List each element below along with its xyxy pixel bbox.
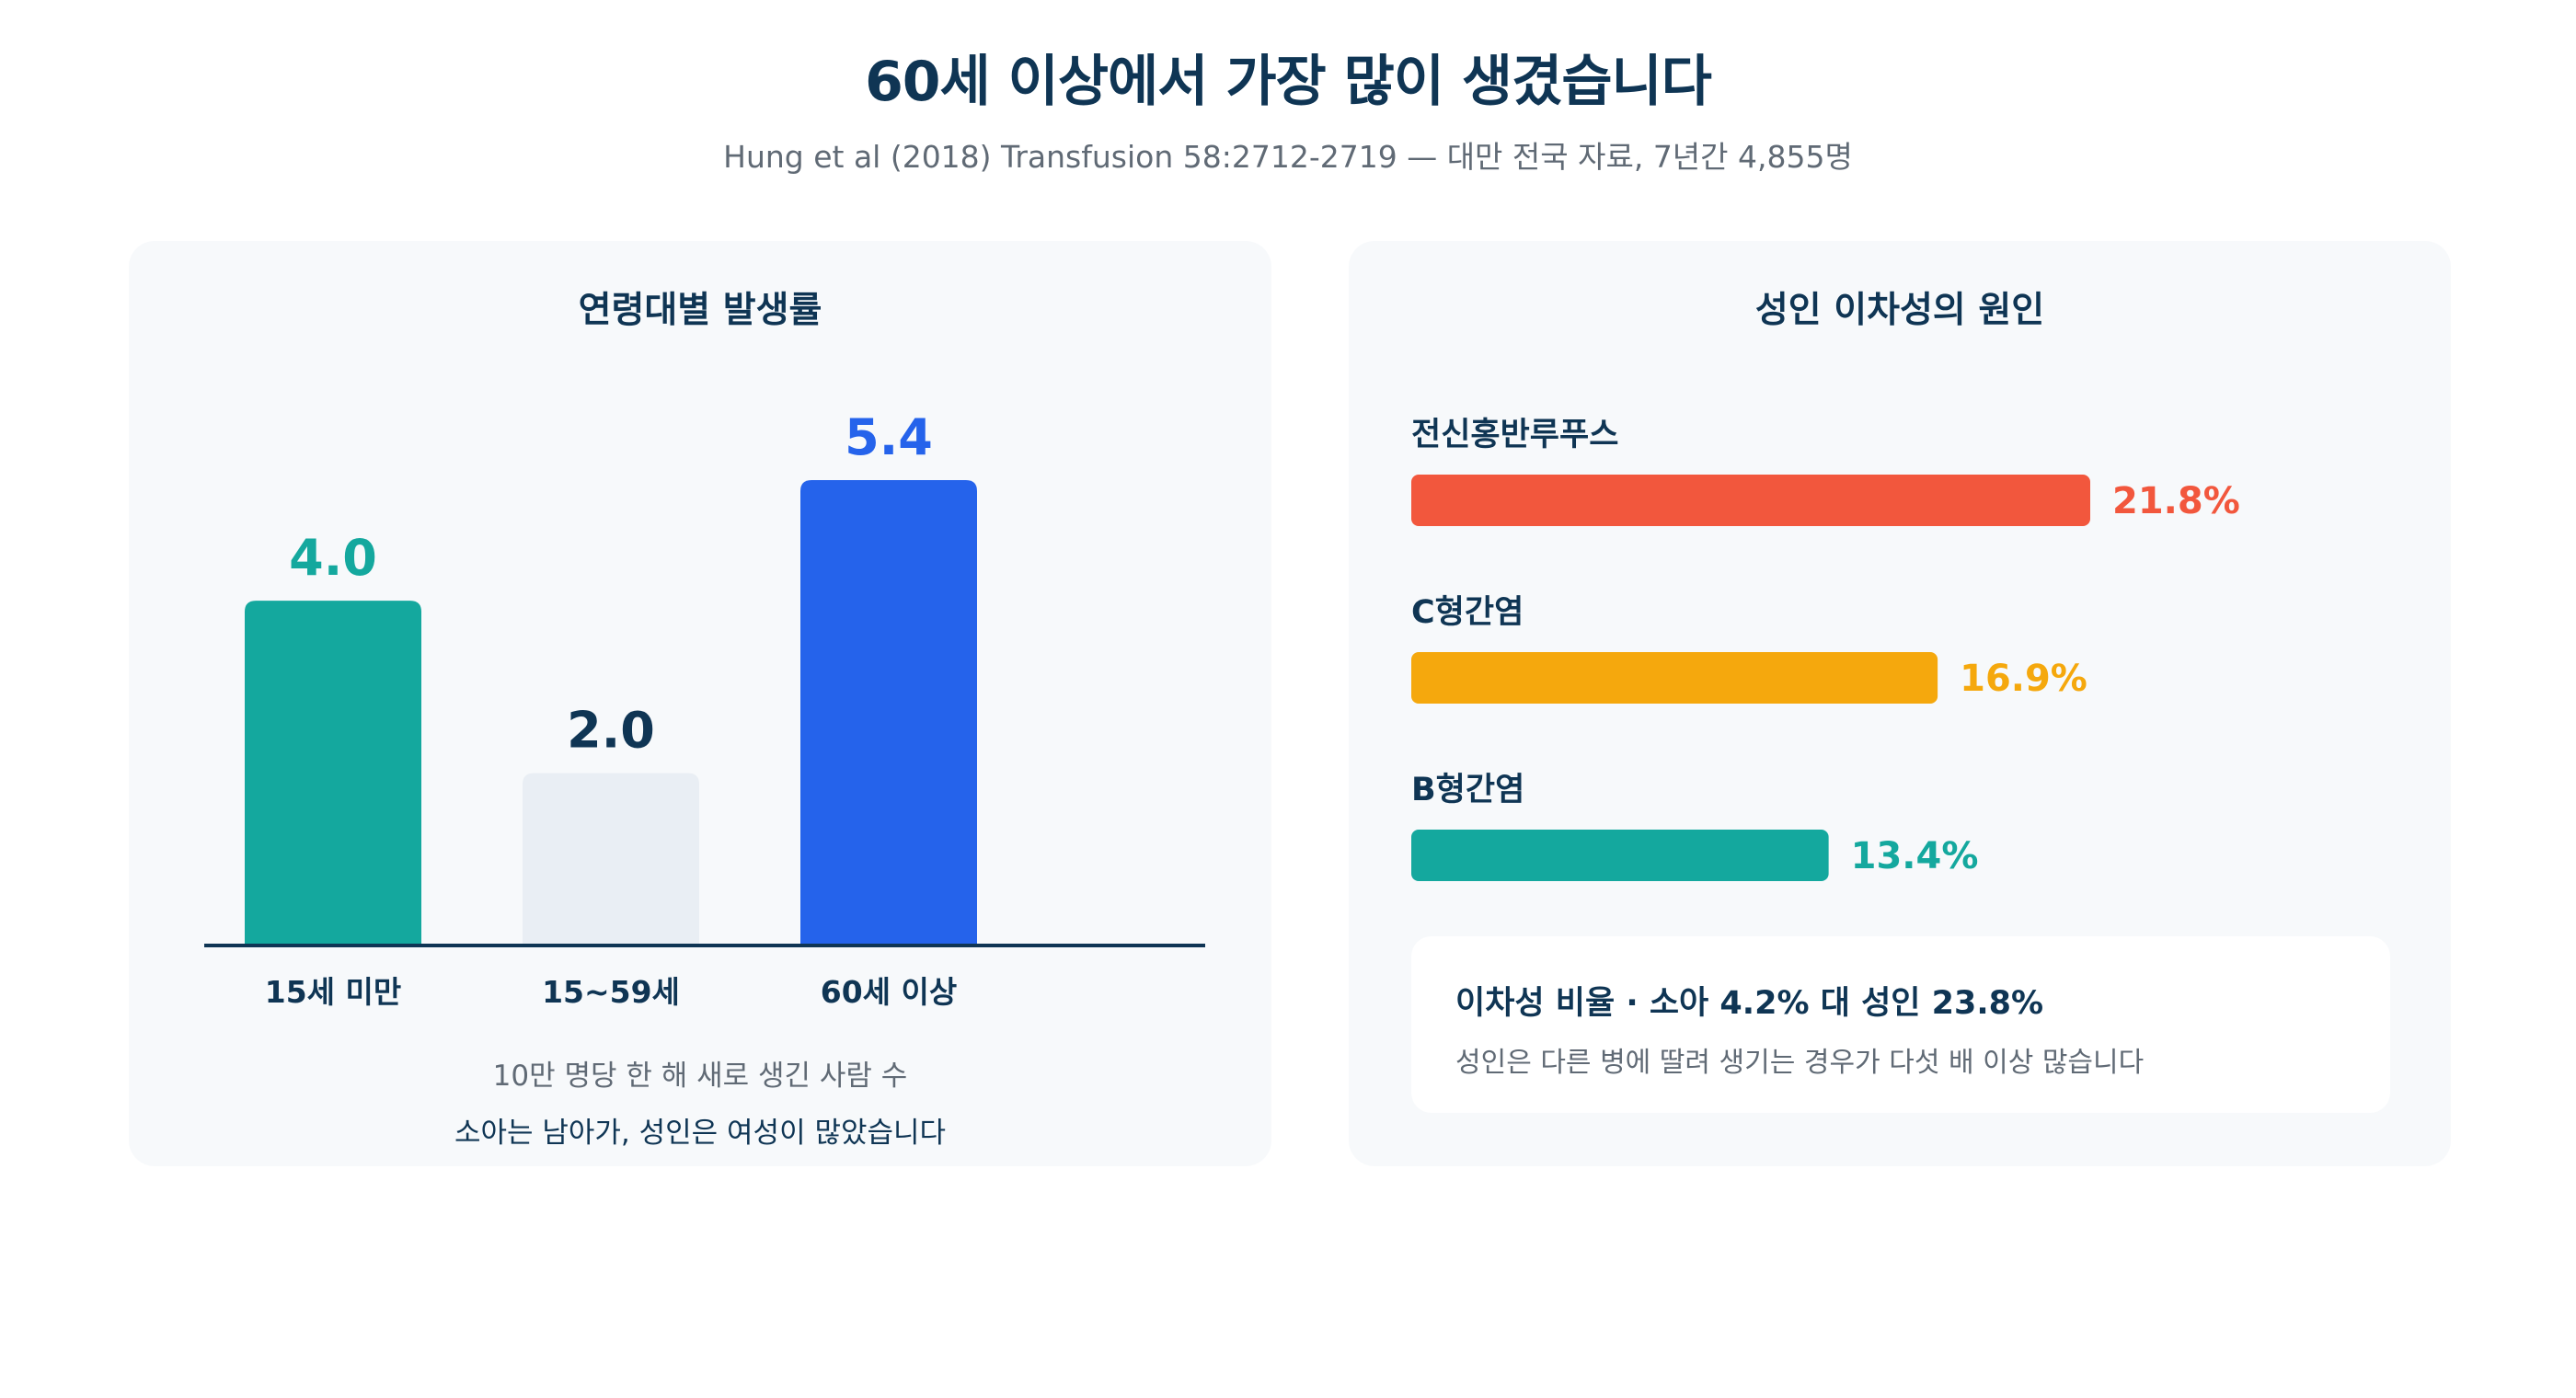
cause-label-2: C형간염 [1411, 594, 1524, 631]
sex-difference-note: 소아는 남아가, 성인은 여성이 많았습니다 [454, 1117, 947, 1150]
bar-value-label-3: 5.4 [845, 408, 933, 466]
incidence-unit-note: 10만 명당 한 해 새로 생긴 사람 수 [492, 1060, 908, 1093]
bar-value-label-2: 2.0 [567, 702, 655, 760]
secondary-causes-chart: 전신홍반루푸스 21.8% C형간염 16.9% B형간염 13.4% [1411, 417, 2240, 881]
cause-value-2: 16.9% [1960, 658, 2087, 700]
secondary-causes-title: 성인 이차성의 원인 [1754, 290, 2045, 331]
bar-1 [245, 601, 421, 945]
x-tick-label-2: 15~59세 [542, 974, 680, 1010]
secondary-ratio-title: 이차성 비율 · 소아 4.2% 대 성인 23.8% [1455, 985, 2044, 1022]
age-incidence-panel: 연령대별 발생률 4.0 15세 미만 2.0 15~59세 5.4 60세 이상 10만… [129, 241, 1271, 1166]
cause-bar-3 [1411, 830, 1829, 881]
secondary-causes-panel: 성인 이차성의 원인 전신홍반루푸스 21.8% C형간염 16.9% B형간염 13.4… [1349, 241, 2451, 1166]
page-subtitle: Hung et al (2018) Transfusion 58:2712-27… [723, 139, 1853, 175]
age-incidence-title: 연령대별 발생률 [578, 290, 822, 331]
x-tick-label-3: 60세 이상 [821, 974, 958, 1010]
bar-2 [523, 773, 699, 945]
bar-3 [800, 480, 977, 945]
cause-label-1: 전신홍반루푸스 [1411, 417, 1618, 453]
cause-label-3: B형간염 [1411, 772, 1524, 808]
age-incidence-chart: 4.0 15세 미만 2.0 15~59세 5.4 60세 이상 [204, 408, 1205, 1010]
cause-bar-2 [1411, 652, 1938, 704]
cause-value-3: 13.4% [1851, 835, 1979, 877]
page-title: 60세 이상에서 가장 많이 생겼습니다 [865, 50, 1712, 114]
bar-value-label-1: 4.0 [289, 529, 377, 587]
cause-value-1: 21.8% [2112, 480, 2240, 522]
secondary-ratio-text: 성인은 다른 병에 딸려 생기는 경우가 다섯 배 이상 많습니다 [1455, 1047, 2145, 1079]
cause-bar-1 [1411, 475, 2090, 526]
x-tick-label-1: 15세 미만 [265, 974, 402, 1010]
secondary-ratio-card: 이차성 비율 · 소아 4.2% 대 성인 23.8% 성인은 다른 병에 딸려… [1411, 936, 2390, 1113]
